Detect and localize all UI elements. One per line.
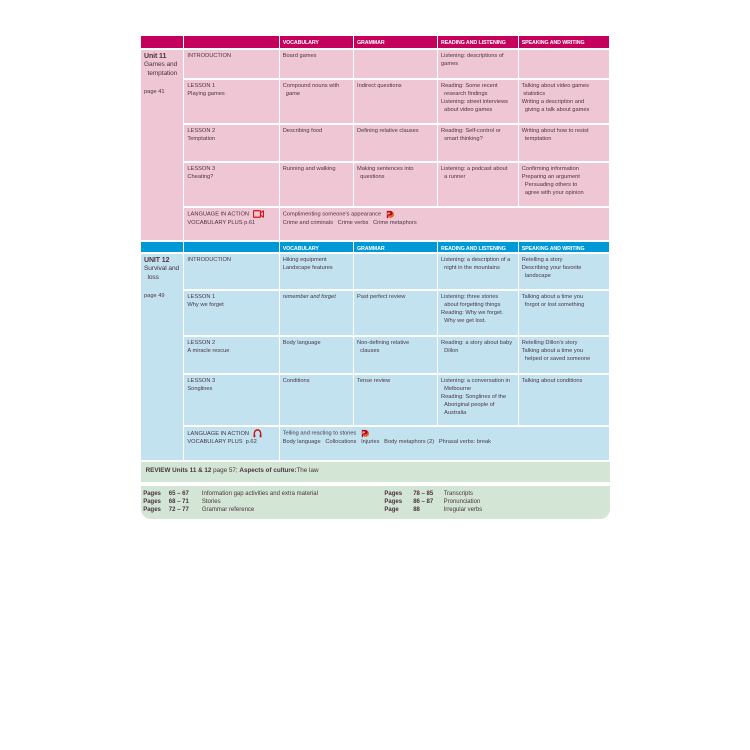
svg-text:P: P — [362, 430, 365, 435]
svg-text:P: P — [387, 211, 390, 216]
